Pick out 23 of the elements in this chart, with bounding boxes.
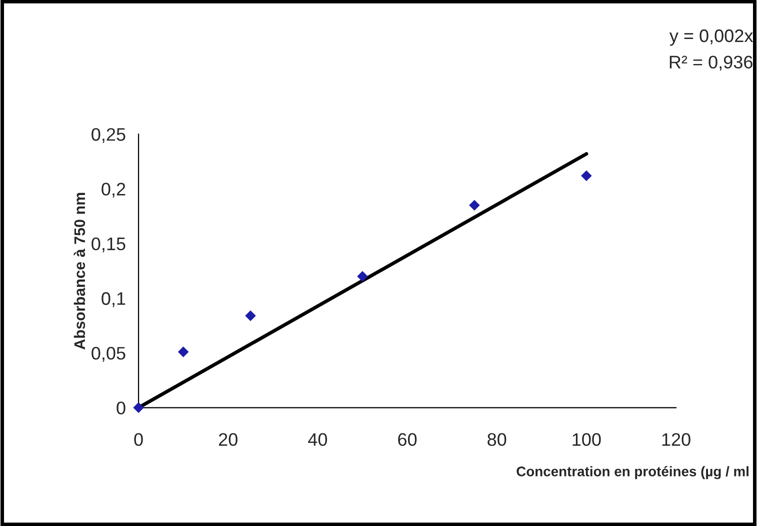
text: y = 0,002x (669, 29, 754, 46)
x-tick-label: 40 (308, 433, 328, 446)
x-tick-label: 0 (134, 433, 143, 446)
y-tick-label: 0 (116, 402, 126, 414)
y-tick-label: 0,25 (92, 128, 126, 143)
y-tick-label: 0,1 (102, 292, 126, 308)
text: R² = 0,936 (670, 56, 752, 71)
x-axis-title: Concentration en protéines (µg / ml (516, 466, 748, 480)
x-tick-label: 100 (572, 433, 601, 446)
y-tick-label: 0,2 (102, 182, 126, 198)
point (245, 310, 256, 322)
point (133, 402, 144, 414)
y-tick-label: 0,05 (92, 346, 126, 362)
x-tick-label: 60 (398, 433, 417, 446)
x-tick-label: 120 (662, 433, 690, 446)
point (469, 200, 480, 211)
point (357, 270, 368, 282)
point (581, 170, 592, 182)
x-tick-label: 80 (488, 433, 506, 446)
y-tick-label: 0,15 (92, 237, 126, 252)
x-tick-label: 20 (218, 433, 238, 446)
point (178, 346, 189, 358)
y-axis-title: Absorbance à 750 nm (74, 192, 86, 350)
